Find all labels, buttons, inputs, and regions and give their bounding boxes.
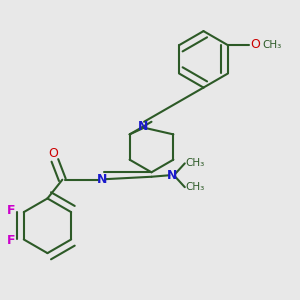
Text: N: N — [167, 169, 178, 182]
Text: N: N — [137, 120, 148, 133]
Text: CH₃: CH₃ — [186, 182, 205, 192]
Text: O: O — [49, 147, 58, 161]
Text: N: N — [97, 173, 108, 186]
Text: CH₃: CH₃ — [262, 40, 281, 50]
Text: CH₃: CH₃ — [186, 158, 205, 168]
Text: F: F — [7, 204, 16, 217]
Text: F: F — [7, 235, 16, 248]
Text: O: O — [250, 38, 260, 51]
